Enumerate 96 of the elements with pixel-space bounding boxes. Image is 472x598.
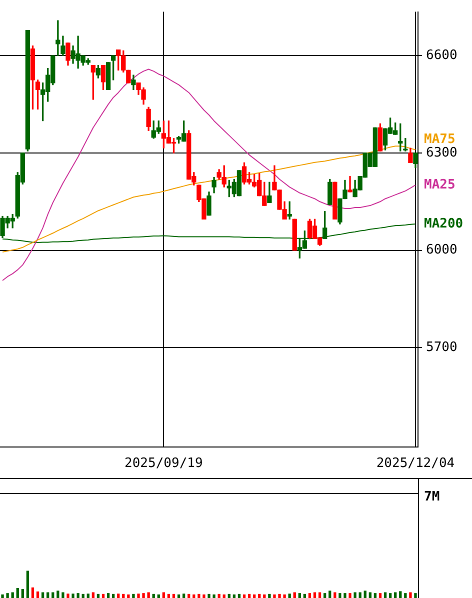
bar [167, 594, 170, 598]
bar [96, 594, 100, 598]
bar [308, 593, 312, 598]
bar [132, 594, 135, 598]
bar [72, 594, 74, 598]
bar [258, 594, 261, 598]
bar [328, 590, 332, 598]
bar [334, 592, 336, 598]
text: 7M [424, 489, 440, 504]
bar [358, 592, 362, 598]
y-tick-label: 6300 [426, 145, 458, 160]
bar [192, 594, 196, 598]
bar [298, 593, 301, 598]
candlestick [332, 182, 338, 220]
bar [348, 593, 352, 598]
bar [232, 594, 236, 598]
bar [368, 592, 372, 598]
bar [11, 592, 14, 598]
x-tick-label: 2025/09/19 [124, 456, 203, 472]
bar [142, 593, 145, 598]
candlestick [106, 62, 111, 90]
bar [242, 594, 246, 598]
bar [62, 592, 64, 598]
bar [36, 591, 40, 598]
bar [378, 593, 382, 598]
bar [117, 594, 120, 598]
bar [26, 570, 30, 598]
series-label: MA75 [424, 132, 456, 148]
bar [112, 594, 115, 598]
bar [388, 593, 392, 598]
bar [162, 592, 166, 598]
bar [318, 592, 322, 598]
candlestick [292, 218, 297, 251]
bar [228, 594, 230, 598]
series-label: MA25 [424, 177, 456, 192]
bar [273, 594, 276, 598]
bar [222, 594, 226, 598]
bar [127, 594, 130, 598]
bar [278, 594, 281, 598]
bar [41, 592, 44, 598]
bar [364, 590, 366, 598]
bar [268, 594, 271, 598]
bar [177, 594, 180, 598]
bar [56, 590, 60, 598]
y-tick-label: 5700 [426, 340, 458, 356]
bar [172, 594, 176, 598]
bar [303, 594, 306, 598]
bar [324, 593, 326, 598]
bar [52, 592, 54, 598]
bar [152, 594, 155, 598]
bar [46, 592, 50, 598]
bar [218, 594, 220, 598]
y-tick-label: 6000 [426, 242, 458, 258]
bar [338, 593, 342, 598]
bar [82, 594, 84, 598]
bar [409, 592, 412, 598]
bar [354, 592, 356, 598]
series-label: MA200 [424, 216, 464, 232]
bar [252, 594, 256, 598]
bar [202, 594, 206, 598]
y-tick-label: 6600 [426, 48, 458, 63]
bar [263, 594, 266, 598]
bar [414, 593, 417, 598]
bar [208, 594, 210, 598]
bar [106, 593, 110, 598]
bar [66, 594, 70, 598]
bar [31, 587, 34, 598]
bar [198, 594, 200, 598]
bar [394, 592, 397, 598]
bar [248, 594, 251, 598]
bar [344, 593, 346, 598]
bar [122, 594, 125, 598]
bar [399, 591, 402, 598]
bar [147, 592, 150, 598]
bar [212, 594, 216, 598]
bar [293, 592, 296, 598]
bar [16, 588, 19, 598]
bar [76, 593, 80, 598]
bar [86, 594, 90, 598]
bar [137, 594, 140, 598]
bar [1, 594, 4, 598]
bar [238, 594, 241, 598]
bar [92, 592, 94, 598]
bar [283, 594, 286, 598]
bar [374, 593, 377, 598]
bar [102, 594, 105, 598]
x-tick-label: 2025/12/04 [376, 456, 455, 472]
bar [21, 589, 24, 598]
bar [6, 593, 9, 598]
bar [157, 594, 160, 598]
bar [313, 592, 316, 598]
bar [288, 594, 291, 598]
bar [188, 594, 190, 598]
bar [384, 592, 387, 598]
bar [182, 594, 186, 598]
bar [404, 593, 407, 598]
